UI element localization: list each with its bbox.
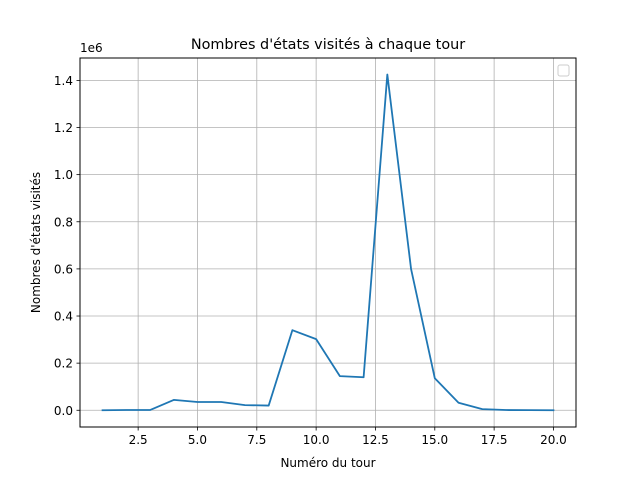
x-axis-label: Numéro du tour (280, 456, 375, 470)
y-tick-label: 0.2 (54, 357, 73, 371)
x-tick-label: 15.0 (421, 433, 448, 447)
data-point (386, 73, 388, 75)
data-point (362, 376, 364, 378)
x-tick-label: 12.5 (362, 433, 389, 447)
y-tick-label: 0.4 (54, 310, 73, 324)
data-point (552, 409, 554, 411)
y-tick-label: 1.4 (54, 74, 73, 88)
data-point (149, 409, 151, 411)
data-point (291, 329, 293, 331)
y-axis-ticks: 0.0 0.2 0.4 0.6 0.8 1.0 1.2 1.4 (54, 74, 80, 418)
data-point (101, 409, 103, 411)
x-tick-label: 17.5 (481, 433, 508, 447)
data-point (244, 404, 246, 406)
data-point (505, 409, 507, 411)
series-layer (101, 73, 555, 412)
legend-box (557, 64, 570, 77)
data-point (173, 399, 175, 401)
y-tick-label: 1.0 (54, 168, 73, 182)
data-point (196, 401, 198, 403)
x-tick-label: 5.0 (188, 433, 207, 447)
y-tick-label: 0.8 (54, 215, 73, 229)
chart-title: Nombres d'états visités à chaque tour (191, 37, 465, 53)
y-axis-label: Nombres d'états visités (29, 172, 43, 313)
data-point (481, 408, 483, 410)
y-tick-label: 1.2 (54, 121, 73, 135)
y-axis-offset-label: 1e6 (80, 41, 103, 55)
x-tick-label: 2.5 (129, 433, 148, 447)
grid-lines (80, 58, 576, 427)
series-line (101, 73, 555, 412)
x-tick-label: 10.0 (303, 433, 330, 447)
data-point (339, 375, 341, 377)
y-tick-label: 0.0 (54, 404, 73, 418)
x-axis-ticks: 2.5 5.0 7.5 10.0 12.5 15.0 17.5 20.0 (129, 427, 567, 447)
data-point (410, 268, 412, 270)
data-point (434, 377, 436, 379)
data-point (267, 404, 269, 406)
data-point (125, 409, 127, 411)
y-tick-label: 0.6 (54, 262, 73, 276)
x-tick-label: 7.5 (247, 433, 266, 447)
data-point (315, 338, 317, 340)
data-point (220, 401, 222, 403)
plot-frame (79, 57, 577, 428)
x-tick-label: 20.0 (540, 433, 567, 447)
data-point (529, 409, 531, 411)
data-point (457, 402, 459, 404)
